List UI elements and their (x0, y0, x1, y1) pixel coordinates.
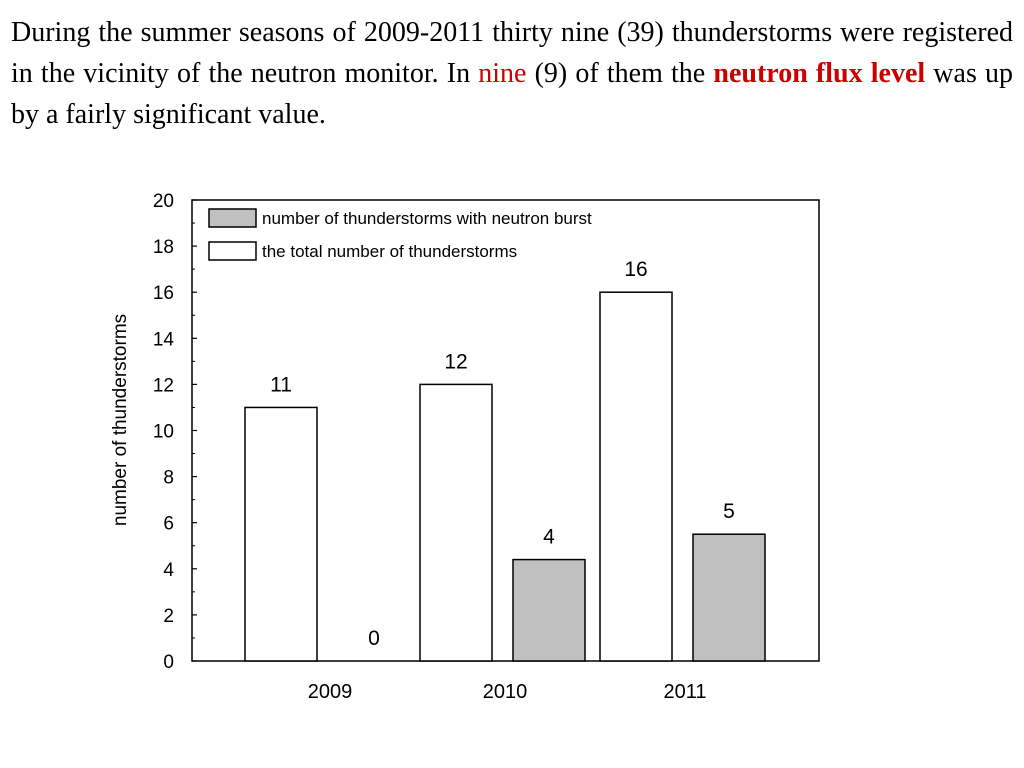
intro-highlight-nine: nine (478, 58, 527, 89)
intro-text-3: was up by a fairly significant value. (11, 58, 1013, 130)
intro-text-2: (9) of them the (526, 58, 714, 89)
legend-swatch (208, 208, 257, 228)
data-label: 16 (624, 258, 647, 281)
y-tick-label: 20 (153, 191, 174, 212)
y-tick-label: 14 (153, 329, 175, 350)
x-tick-label: 2010 (483, 681, 528, 703)
y-tick-label: 18 (153, 237, 174, 258)
y-tick-label: 6 (163, 514, 174, 535)
intro-text-1: During the summer seasons of 2009-2011 t… (11, 17, 1013, 89)
bar (512, 558, 586, 662)
bar (244, 406, 318, 662)
legend-swatch (208, 241, 257, 261)
data-label: 12 (444, 350, 467, 373)
y-tick-label: 10 (153, 422, 174, 443)
intro-paragraph: During the summer seasons of 2009-2011 t… (11, 12, 1013, 135)
data-label: 0 (368, 627, 380, 650)
bar (599, 291, 673, 662)
y-axis-label: number of thunderstorms (110, 314, 131, 526)
legend-label: the total number of thunderstorms (262, 242, 517, 261)
x-tick-label: 2011 (663, 681, 706, 703)
bars: 11 0 12 4 16 5 (244, 258, 766, 662)
x-axis: 2009 2010 2011 (308, 681, 707, 703)
x-tick-label: 2009 (308, 681, 353, 703)
y-tick-label: 2 (163, 606, 174, 627)
y-tick-label: 12 (153, 375, 174, 396)
bar (419, 383, 493, 662)
y-tick-label: 8 (163, 468, 174, 489)
y-tick-label: 16 (153, 283, 174, 304)
y-axis: 0 2 4 6 8 10 12 14 16 18 20 (153, 191, 197, 673)
data-label: 5 (723, 500, 735, 523)
legend-label: number of thunderstorms with neutron bur… (262, 209, 592, 228)
y-tick-label: 0 (163, 652, 174, 673)
data-label: 4 (543, 526, 555, 549)
y-tick-label: 4 (163, 560, 174, 581)
bar (692, 533, 766, 662)
data-label: 11 (270, 373, 292, 396)
intro-highlight-neutron-flux: neutron flux level (713, 58, 926, 89)
legend: number of thunderstorms with neutron bur… (208, 208, 592, 261)
